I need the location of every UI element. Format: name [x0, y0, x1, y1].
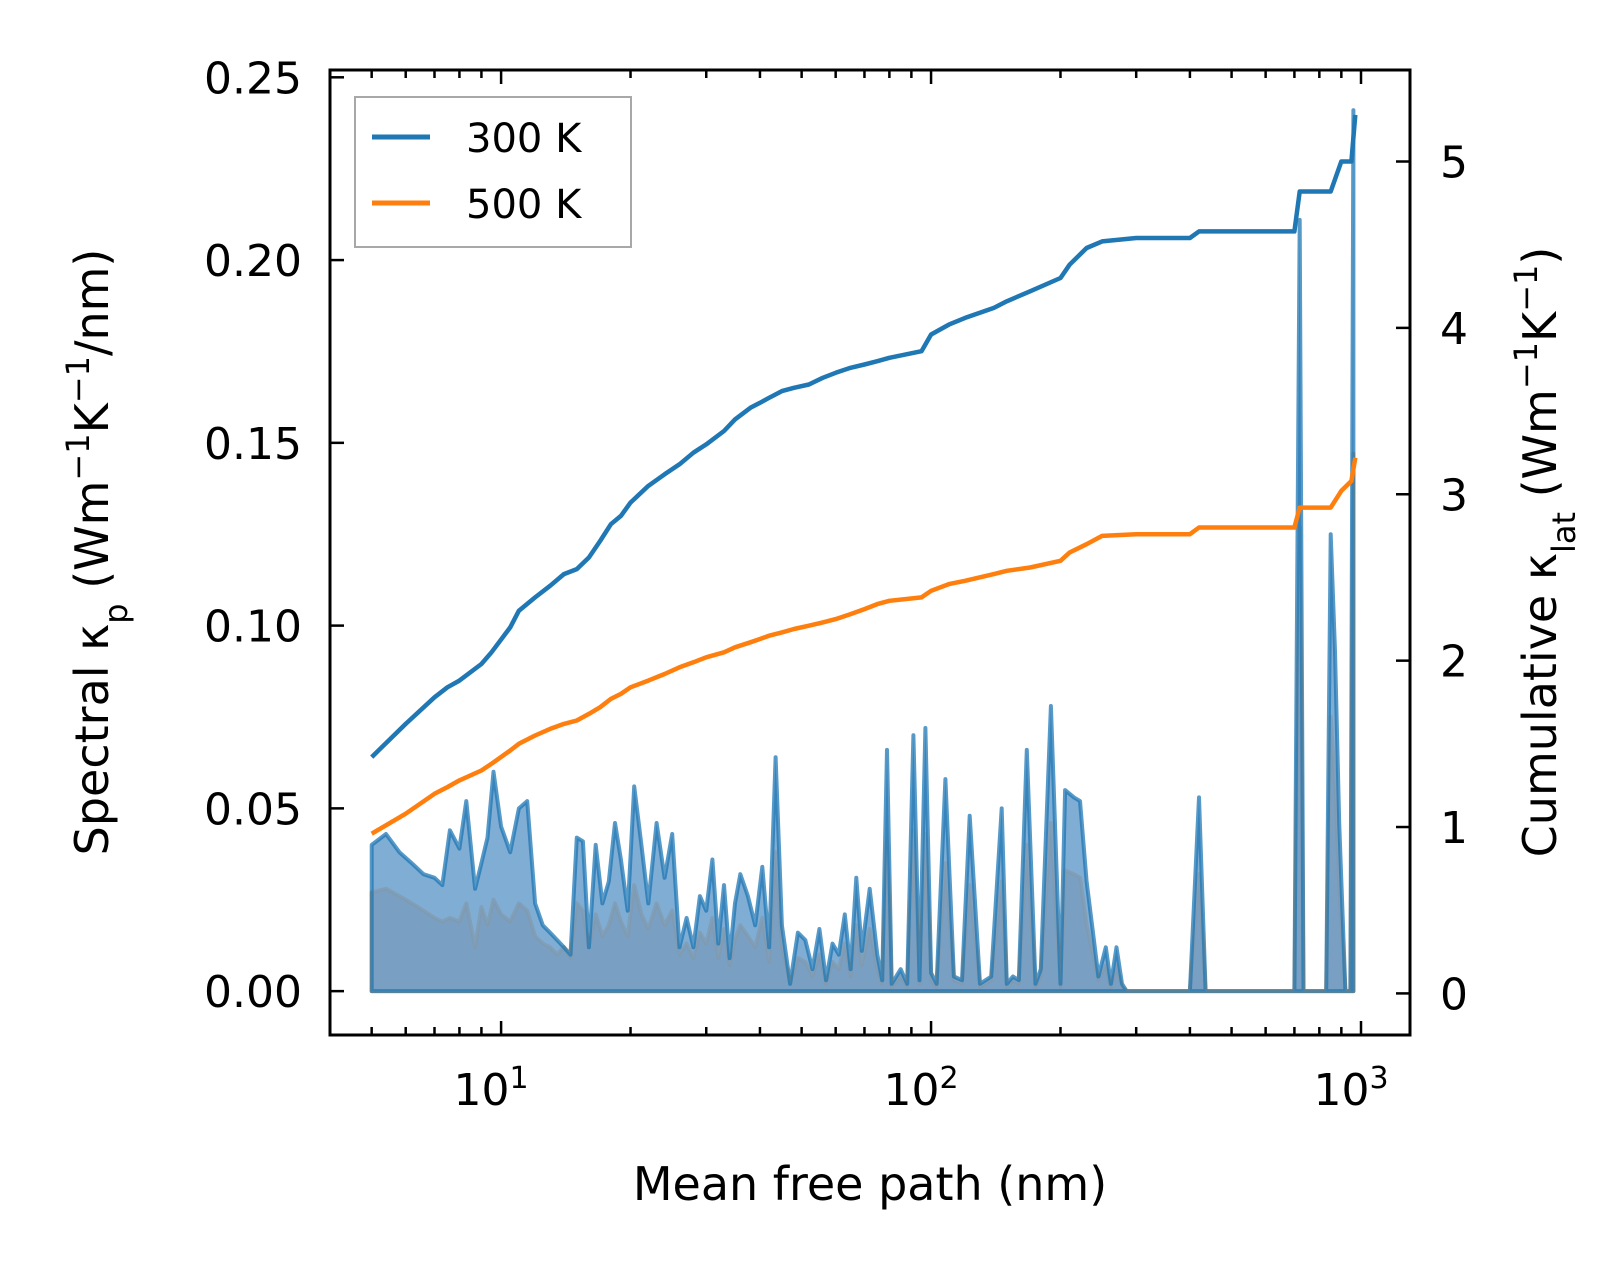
left-y-axis-title: Spectral κp (Wm−1K−1/nm): [59, 249, 135, 856]
right-y-tick-label: 3: [1440, 470, 1468, 521]
left-y-tick-label: 0.25: [204, 53, 302, 104]
right-y-tick-label: 4: [1440, 304, 1468, 355]
x-axis-title: Mean free path (nm): [633, 1157, 1107, 1211]
legend-label-500k: 500 K: [466, 182, 583, 228]
right-y-axis-title: Cumulative κlat (Wm−1K−1): [1507, 247, 1583, 858]
spectral-300k-area-group: [369, 108, 1356, 994]
right-y-tick-label: 2: [1440, 637, 1468, 688]
left-y-tick-label: 0.00: [204, 967, 302, 1018]
cumulative-lines-group: [370, 114, 1358, 836]
legend-label-300k: 300 K: [466, 116, 583, 162]
right-y-tick-label: 0: [1440, 969, 1468, 1020]
x-tick-label: 103: [1313, 1061, 1388, 1117]
x-tick-label: 102: [884, 1061, 959, 1117]
right-y-axis-ticks: 0 1 2 3 4 5: [1396, 138, 1468, 1020]
legend: 300 K 500 K: [354, 96, 632, 248]
left-y-tick-label: 0.20: [204, 236, 302, 287]
cumulative-500k-line: [370, 457, 1358, 836]
cumulative-300k-line: [370, 114, 1358, 759]
right-y-tick-label: 1: [1440, 803, 1468, 854]
left-y-tick-label: 0.05: [204, 784, 302, 835]
left-y-tick-label: 0.15: [204, 419, 302, 470]
left-y-axis-ticks: 0.00 0.05 0.10 0.15 0.20 0.25: [204, 53, 344, 1018]
x-tick-label: 101: [454, 1061, 529, 1117]
x-axis-ticks: 101 102 103: [328, 70, 1389, 1117]
plot-frame: [328, 68, 1412, 1037]
left-y-tick-label: 0.10: [204, 602, 302, 653]
spectral-300k-area: [369, 108, 1356, 994]
legend-box: [354, 96, 632, 248]
right-y-tick-label: 5: [1440, 138, 1468, 189]
